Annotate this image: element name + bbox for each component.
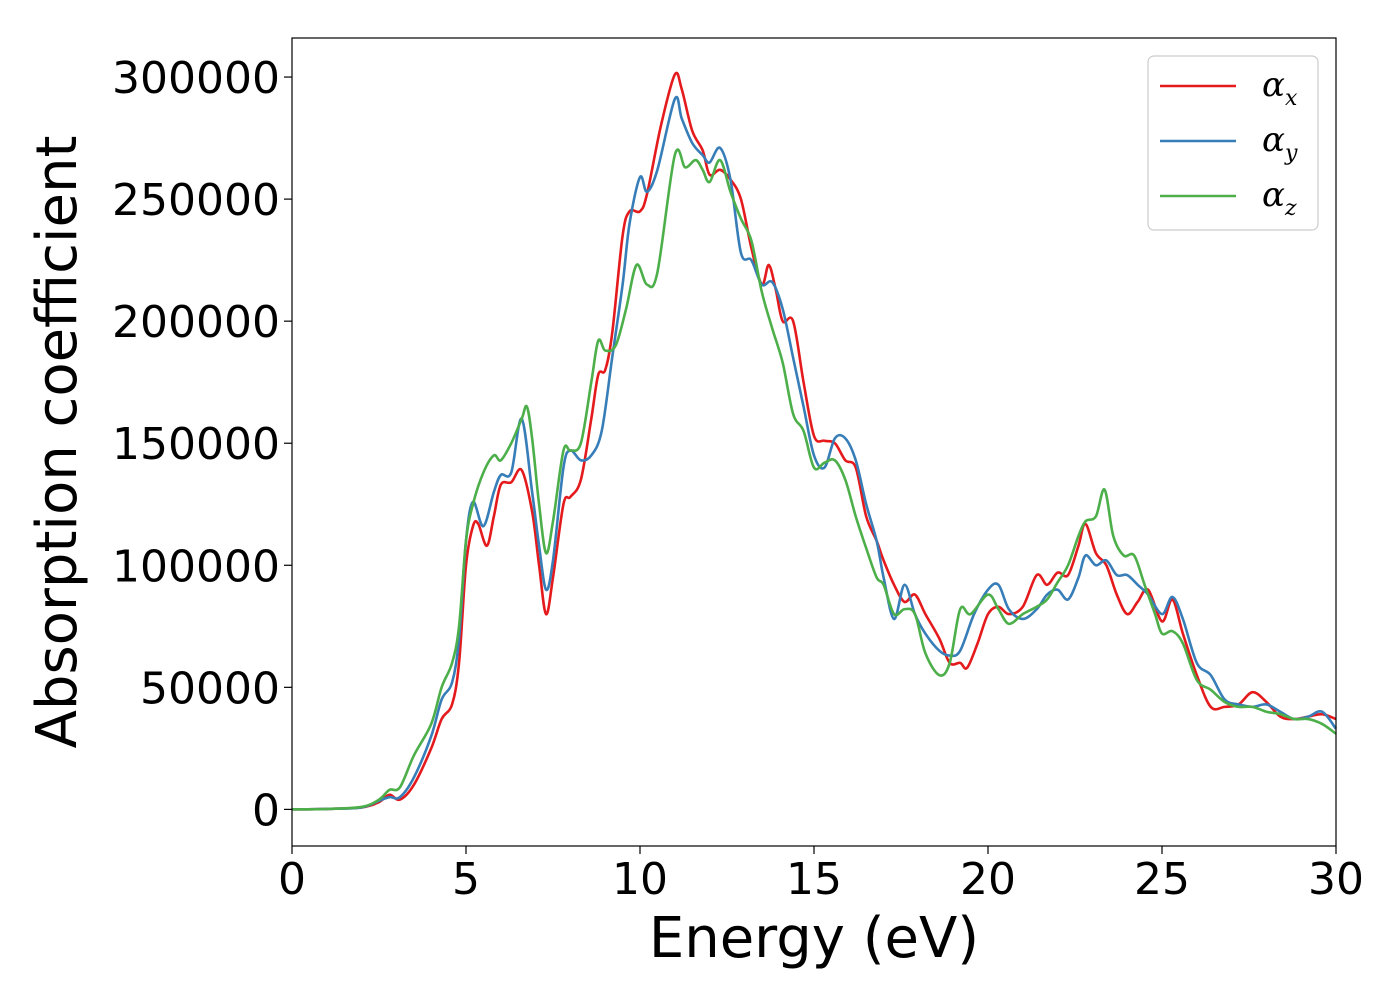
y-tick-label: 50000	[140, 663, 280, 714]
y-tick-label: 0	[252, 785, 280, 836]
y-tick-label: 300000	[112, 53, 280, 104]
series-layer	[291, 71, 1338, 811]
legend-box	[1147, 55, 1319, 231]
y-tick-label: 100000	[112, 541, 280, 592]
series-line-alpha-x	[291, 71, 1337, 811]
x-tick-label: 25	[1134, 854, 1190, 905]
x-tick-label: 30	[1308, 854, 1364, 905]
x-tick-label: 15	[786, 854, 842, 905]
series-line-alpha-y	[291, 95, 1338, 811]
x-tick-label: 20	[960, 854, 1016, 905]
y-tick-label: 200000	[112, 297, 280, 348]
y-tick-label: 150000	[112, 419, 280, 470]
series-line-alpha-z	[291, 148, 1337, 811]
y-axis-label: Absorption coefficient	[25, 136, 90, 749]
x-tick-label: 10	[612, 854, 668, 905]
x-tick-label: 5	[452, 854, 480, 905]
x-axis-label: Energy (eV)	[649, 906, 979, 971]
x-tick-label: 0	[278, 854, 306, 905]
legend-label-alpha-z: αz	[1262, 175, 1297, 221]
x-axis-ticks: 0 5 10 15 20 25 30	[278, 846, 1364, 905]
y-tick-label: 250000	[112, 175, 280, 226]
y-axis-ticks: 0 50000 100000 150000 200000 250000 300000	[112, 53, 292, 836]
